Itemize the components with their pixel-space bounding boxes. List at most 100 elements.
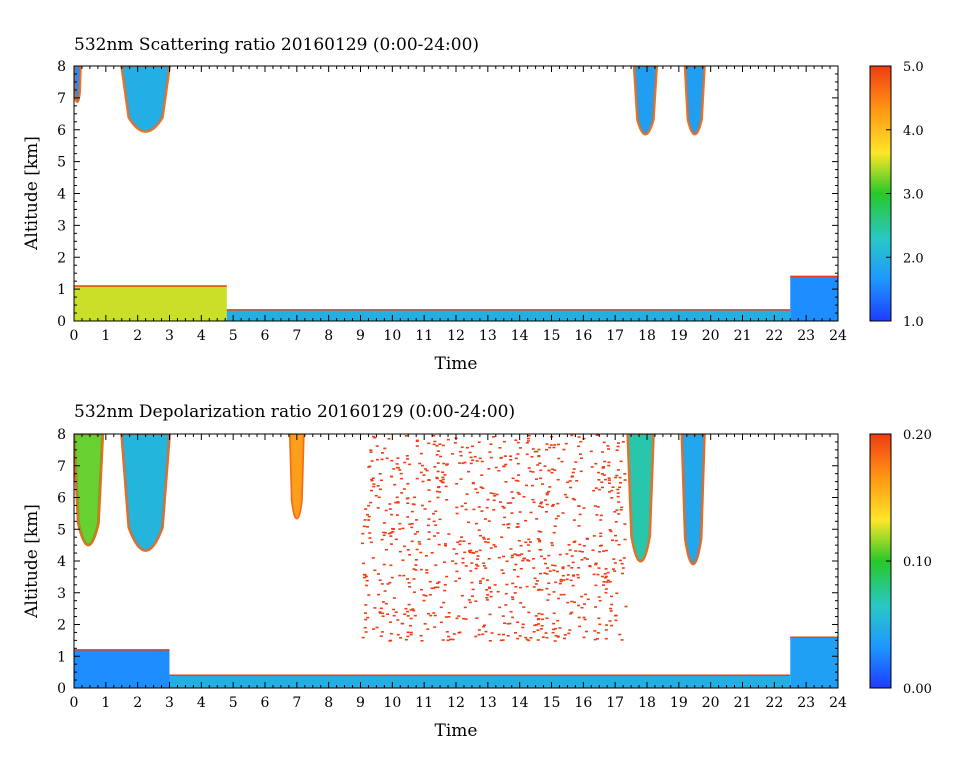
- noise-speck: [489, 591, 493, 593]
- noise-speck: [516, 523, 520, 525]
- noise-speck: [379, 635, 383, 637]
- x-tick-label: 13: [479, 328, 497, 344]
- noise-speck: [545, 493, 549, 496]
- noise-speck: [496, 590, 500, 593]
- y-tick-label: 8: [57, 59, 66, 75]
- noise-speck: [420, 640, 424, 642]
- noise-speck: [516, 526, 520, 528]
- noise-speck: [521, 626, 525, 629]
- noise-speck: [474, 600, 478, 602]
- noise-speck: [556, 478, 560, 481]
- noise-speck: [623, 523, 627, 525]
- noise-speck: [553, 525, 557, 527]
- noise-speck: [509, 455, 513, 457]
- noise-speck: [514, 439, 518, 441]
- noise-speck: [441, 471, 445, 473]
- noise-speck: [398, 528, 402, 530]
- noise-speck: [559, 578, 563, 581]
- y-tick-label: 1: [57, 649, 66, 665]
- noise-speck: [550, 471, 554, 474]
- noise-speck: [567, 632, 571, 635]
- noise-speck: [486, 538, 490, 540]
- noise-speck: [543, 572, 547, 574]
- noise-speck: [486, 594, 490, 596]
- noise-speck: [580, 559, 584, 561]
- noise-speck: [399, 472, 403, 475]
- noise-speck: [488, 613, 492, 616]
- noise-speck: [445, 499, 449, 501]
- noise-speck: [607, 479, 611, 481]
- noise-speck: [382, 522, 386, 524]
- noise-speck: [566, 601, 570, 604]
- heatmap-area: [74, 66, 838, 321]
- noise-speck: [540, 501, 543, 504]
- noise-speck: [599, 532, 603, 535]
- noise-speck: [410, 523, 414, 525]
- noise-speck: [524, 519, 528, 522]
- noise-speck: [380, 479, 383, 482]
- noise-speck: [514, 457, 518, 460]
- noise-speck: [551, 503, 555, 506]
- noise-speck: [409, 633, 413, 636]
- noise-speck: [470, 595, 474, 597]
- noise-speck: [536, 538, 540, 540]
- noise-speck: [477, 529, 481, 531]
- noise-speck: [455, 512, 459, 515]
- noise-speck: [603, 460, 607, 463]
- noise-speck: [458, 543, 462, 546]
- noise-speck: [395, 463, 399, 465]
- noise-speck: [429, 614, 433, 617]
- noise-speck: [485, 506, 489, 509]
- noise-speck: [572, 541, 576, 543]
- noise-speck: [437, 543, 441, 546]
- colorbar: 1.0 2.0 3.0 4.0 5.0: [869, 60, 924, 330]
- y-tick-label: 4: [57, 554, 66, 570]
- noise-speck: [384, 509, 388, 512]
- noise-speck: [615, 592, 619, 595]
- boundary-layer: [74, 649, 170, 688]
- noise-speck: [420, 504, 424, 507]
- x-tick-label: 23: [797, 328, 815, 344]
- noise-speck: [433, 440, 437, 443]
- noise-speck: [384, 602, 388, 605]
- noise-speck: [526, 544, 530, 546]
- noise-speck: [545, 443, 549, 445]
- noise-speck: [397, 467, 401, 469]
- noise-speck: [403, 461, 407, 464]
- noise-speck: [515, 554, 519, 556]
- noise-speck: [506, 623, 510, 625]
- noise-speck: [461, 562, 465, 564]
- noise-speck: [372, 485, 376, 488]
- noise-speck: [424, 468, 427, 470]
- noise-speck: [407, 603, 411, 606]
- noise-speck: [514, 479, 518, 482]
- noise-speck: [392, 614, 396, 617]
- noise-speck: [593, 630, 597, 632]
- noise-speck: [609, 530, 613, 533]
- noise-speck: [619, 460, 623, 463]
- noise-speck: [421, 480, 425, 483]
- noise-speck: [526, 437, 530, 440]
- noise-speck: [369, 449, 373, 451]
- cloud-core: [634, 66, 657, 135]
- noise-speck: [432, 612, 436, 614]
- noise-speck: [458, 577, 461, 580]
- noise-speck: [552, 531, 556, 534]
- noise-speck: [602, 550, 605, 552]
- noise-speck: [537, 612, 541, 615]
- noise-speck: [389, 535, 393, 537]
- noise-speck: [493, 584, 497, 586]
- noise-speck: [457, 615, 461, 617]
- noise-speck: [565, 578, 569, 581]
- noise-speck: [592, 573, 596, 576]
- noise-speck: [611, 486, 615, 488]
- noise-speck: [598, 599, 602, 602]
- noise-speck: [533, 624, 537, 627]
- noise-speck: [364, 584, 368, 587]
- noise-speck: [550, 544, 554, 547]
- noise-speck: [598, 545, 602, 547]
- noise-speck: [457, 632, 461, 634]
- noise-speck: [422, 599, 426, 602]
- boundary-layer: [169, 675, 791, 688]
- noise-speck: [420, 588, 423, 591]
